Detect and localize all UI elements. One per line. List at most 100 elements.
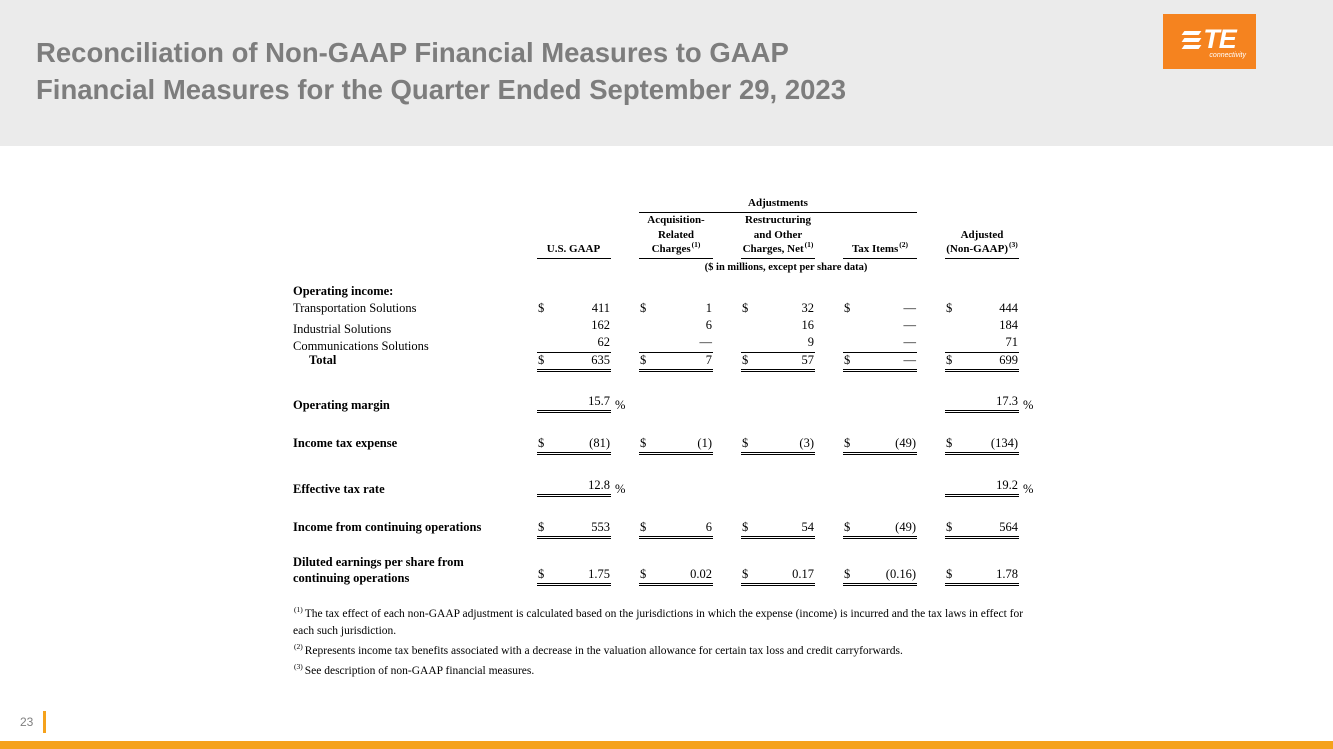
row-label: Effective tax rate (293, 481, 385, 496)
header-text: Charges, Net (742, 243, 804, 255)
page-number-accent-bar (43, 711, 47, 733)
table-cell: $ (49) (843, 436, 917, 455)
table-cell: $411 (537, 301, 611, 317)
header-line: Tax Items(2) (843, 241, 917, 259)
cell-value: 553 (591, 519, 610, 534)
row-effective-tax-rate: Effective tax rate 12.8% 19.2% (293, 478, 1045, 497)
dollar-sign: $ (946, 435, 953, 450)
row-operating-margin: Operating margin 15.7% 17.3% (293, 394, 1045, 413)
table-cell: $0.02 (639, 567, 713, 586)
header-line: Related (657, 228, 695, 241)
te-logo-bars-icon (1181, 29, 1202, 50)
row-label: Total (309, 352, 337, 367)
percent-sign: % (1023, 481, 1034, 496)
cell-value: 0.02 (690, 566, 712, 581)
table-cell: 17.3 (945, 394, 1019, 413)
section-header: Operating income: (293, 283, 394, 298)
header-line: and Other (753, 228, 803, 241)
table-cell: 19.2 (945, 478, 1019, 497)
te-logo: TE connectivity (1163, 14, 1256, 69)
table-cell (741, 492, 815, 493)
table-cell: — (843, 335, 917, 351)
header-text: Charges (651, 243, 691, 255)
cell-value: 1 (705, 300, 712, 315)
cell-value: 184 (999, 317, 1018, 332)
cell-value: — (699, 334, 713, 349)
slide-title-line2: Financial Measures for the Quarter Ended… (36, 74, 847, 106)
slide-title-line1: Reconciliation of Non-GAAP Financial Mea… (36, 37, 789, 68)
table-cell: 12.8 (537, 478, 611, 497)
dollar-sign: $ (640, 300, 647, 315)
table-cell: $553 (537, 520, 611, 539)
cell-value: 16 (801, 317, 815, 332)
header-footnote-ref: (1) (804, 240, 814, 250)
cell-value: 32 (801, 300, 815, 315)
table-cell: $ — (843, 301, 917, 317)
dollar-sign: $ (946, 519, 953, 534)
footnote-2: (2) Represents income tax benefits associ… (293, 643, 1045, 660)
table-cell: $ (81) (537, 436, 611, 455)
column-header-us-gaap: U.S. GAAP (537, 213, 627, 259)
table-cell: 16 (741, 318, 815, 334)
cell-value: (1) (697, 435, 712, 450)
cell-value: (49) (895, 519, 916, 534)
table-cell (843, 492, 917, 493)
table-cell: $ (49) (843, 520, 917, 539)
cell-value: 71 (1005, 334, 1019, 349)
te-logo-tagline: connectivity (1209, 52, 1246, 59)
column-header-row: U.S. GAAP Acquisition- Related Charges(1… (293, 213, 1045, 259)
te-logo-text: TE (1203, 24, 1237, 54)
percent-sign: % (615, 481, 626, 496)
row-label: Transportation Solutions (293, 300, 417, 315)
column-header-restructuring-charges: Restructuring and Other Charges, Net(1) (741, 213, 831, 259)
dollar-sign: $ (844, 435, 851, 450)
spacer (293, 496, 1045, 520)
units-note: ($ in millions, except per share data) (704, 261, 868, 273)
cell-value: 54 (801, 519, 815, 534)
table-cell: 6 (639, 318, 713, 334)
dollar-sign: $ (538, 519, 545, 534)
table-cell (843, 408, 917, 409)
cell-value: 6 (705, 317, 712, 332)
header-text: Tax Items (851, 243, 899, 255)
cell-value: 19.2 (996, 477, 1018, 492)
table-cell: — (843, 318, 917, 334)
table-cell: $1.78 (945, 567, 1019, 586)
cell-value: (134) (990, 435, 1018, 450)
footnote-3: (3) See description of non-GAAP financial… (293, 663, 1045, 680)
dollar-sign: $ (640, 435, 647, 450)
footnote-text: Represents income tax benefits associate… (304, 645, 903, 657)
cell-value: — (903, 300, 917, 315)
table-cell: $ (1) (639, 436, 713, 455)
dollar-sign: $ (640, 352, 647, 367)
row-communications-solutions: Communications Solutions 62 — 9 — 71 (293, 334, 1045, 353)
table-cell: 15.7 (537, 394, 611, 413)
column-header-adjusted-non-gaap: Adjusted (Non-GAAP)(3) (945, 213, 1035, 259)
header-band (0, 0, 1333, 146)
header-line: (Non-GAAP)(3) (945, 240, 1019, 259)
row-transportation-solutions: Transportation Solutions $411 $1 $32 $ — … (293, 301, 1045, 318)
cell-value: 15.7 (588, 393, 610, 408)
header-line: Charges, Net(1) (741, 240, 815, 259)
footnote-ref: (1) (294, 604, 303, 614)
dollar-sign: $ (538, 300, 545, 315)
table-cell: 62 (537, 335, 611, 351)
spacer (293, 370, 1045, 394)
row-label: Income from continuing operations (293, 519, 482, 534)
cell-value: 17.3 (996, 393, 1018, 408)
footnote-ref: (3) (294, 662, 303, 672)
table-cell: $32 (741, 301, 815, 317)
column-header-tax-items: Tax Items(2) (843, 213, 933, 259)
table-cell: $54 (741, 520, 815, 539)
cell-value: 411 (591, 300, 610, 315)
dollar-sign: $ (538, 352, 545, 367)
row-label-line2: continuing operations (293, 570, 410, 585)
cell-value: 1.78 (996, 566, 1018, 581)
dollar-sign: $ (742, 435, 749, 450)
dollar-sign: $ (946, 566, 953, 581)
header-footnote-ref: (3) (1008, 240, 1018, 250)
column-header-acquisition-charges: Acquisition- Related Charges(1) (639, 213, 729, 259)
footnote-text: See description of non-GAAP financial me… (304, 665, 535, 678)
table-cell: $6 (639, 520, 713, 539)
